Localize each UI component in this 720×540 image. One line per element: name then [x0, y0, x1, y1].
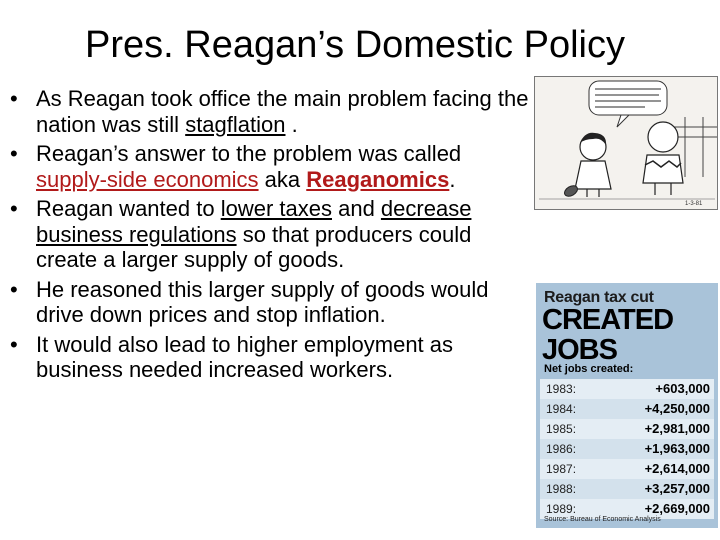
jobs-row: 1988: +3,257,000 — [540, 479, 714, 499]
jobs-row: 1985: +2,981,000 — [540, 419, 714, 439]
panel-subheader: Net jobs created: — [544, 363, 634, 375]
bullet-text: He reasoned this larger supply of goods … — [36, 276, 489, 328]
row-year: 1983: — [546, 382, 577, 396]
bullet-text: Reagan wanted to — [36, 196, 221, 221]
bullet-text: and — [331, 196, 381, 221]
bullet-text: so that producers could create a larger … — [36, 221, 472, 273]
bullet-text: Reagan’s answer to the problem was calle… — [36, 141, 462, 166]
row-year: 1989: — [546, 502, 577, 516]
row-year: 1988: — [546, 482, 577, 496]
jobs-row: 1989: +2,669,000 — [540, 499, 714, 519]
row-value: +2,614,000 — [644, 461, 710, 476]
bullet-item: • Reagan’s answer to the problem was cal… — [8, 141, 530, 192]
bullet-dot-icon: • — [10, 86, 18, 111]
jobs-row: 1987: +2,614,000 — [540, 459, 714, 479]
bullet-dot-icon: • — [10, 331, 18, 357]
bullet-dot-icon: • — [10, 141, 18, 166]
bullet-item: • He reasoned this larger supply of good… — [8, 277, 530, 328]
jobs-table: 1983: +603,000 1984: +4,250,000 1985: +2,98… — [540, 379, 714, 519]
peanuts-cartoon-image: 1-3-81 — [534, 76, 718, 210]
term-stagflation: stagflation — [185, 111, 286, 137]
row-year: 1986: — [546, 442, 577, 456]
bullet-item: • As Reagan took office the main problem… — [8, 86, 530, 137]
term-decrease-regulations: decrease business regulations — [36, 196, 472, 247]
bullet-text: It would also lead to higher employment … — [36, 331, 454, 383]
row-value: +2,669,000 — [644, 501, 710, 516]
panel-source: Source: Bureau of Economic Analysis — [544, 516, 661, 523]
row-value: +4,250,000 — [644, 401, 710, 416]
bullet-text: As Reagan took office the main problem f… — [36, 86, 529, 137]
term-lower-taxes: lower taxes — [220, 196, 332, 221]
row-year: 1987: — [546, 462, 577, 476]
tax-cut-jobs-panel: Reagan tax cut CREATED JOBS Net jobs cre… — [536, 283, 718, 528]
panel-header-created: CREATED — [542, 304, 674, 336]
slide-title: Pres. Reagan’s Domestic Policy — [85, 24, 625, 66]
bullet-item: • Reagan wanted to lower taxes and decre… — [8, 196, 530, 273]
jobs-row: 1984: +4,250,000 — [540, 399, 714, 419]
term-reaganomics: Reaganomics — [306, 166, 450, 192]
row-value: +3,257,000 — [644, 481, 710, 496]
bullet-dot-icon: • — [10, 196, 18, 221]
bullet-text: aka — [258, 166, 307, 192]
bullet-list: • As Reagan took office the main problem… — [8, 86, 530, 387]
term-supply-side-economics: supply-side economics — [36, 166, 259, 192]
bullet-text: . — [449, 166, 456, 192]
row-value: +2,981,000 — [644, 421, 710, 436]
bullet-text: . — [285, 111, 298, 137]
jobs-row: 1983: +603,000 — [540, 379, 714, 399]
cartoon-drawing: 1-3-81 — [539, 80, 717, 207]
row-value: +1,963,000 — [644, 441, 710, 456]
cartoon-date: 1-3-81 — [685, 201, 703, 207]
row-year: 1984: — [546, 402, 577, 416]
jobs-row: 1986: +1,963,000 — [540, 439, 714, 459]
row-value: +603,000 — [655, 381, 710, 396]
panel-header-line1: Reagan tax cut — [544, 289, 654, 306]
bullet-dot-icon: • — [10, 276, 18, 302]
bullet-item: • It would also lead to higher employmen… — [8, 332, 530, 383]
row-year: 1985: — [546, 422, 577, 436]
panel-header-line2: CREATED JOBS — [542, 304, 674, 366]
panel-header-jobs: JOBS — [542, 334, 618, 366]
